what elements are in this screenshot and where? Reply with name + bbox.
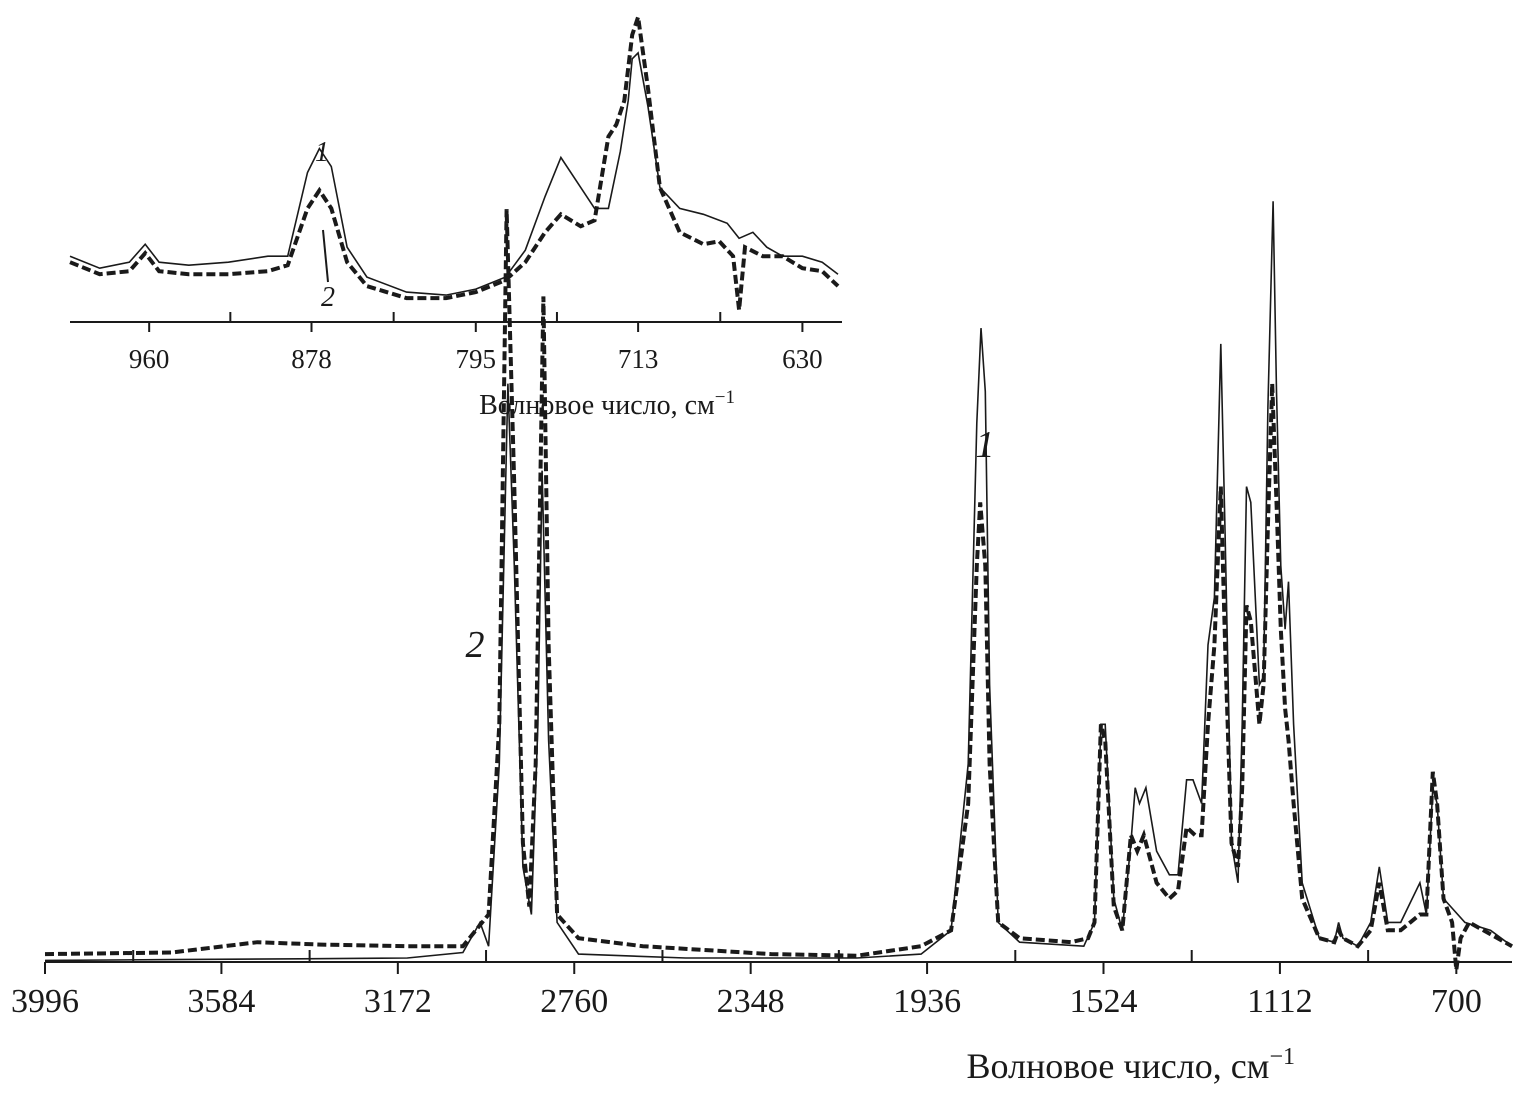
inset-x-tick-labels: 960 878 795 713 630 bbox=[129, 344, 823, 374]
main-series-2-label: 2 bbox=[466, 624, 485, 666]
main-x-axis-title-text: Волновое число, см bbox=[966, 1046, 1269, 1086]
inset-x-tick-label: 630 bbox=[782, 344, 823, 374]
inset-x-axis bbox=[70, 312, 842, 332]
inset-x-axis-title-unit-exponent: −1 bbox=[715, 387, 735, 408]
inset-series-2-label: 2 bbox=[321, 282, 335, 313]
main-series-1-line bbox=[44, 201, 1513, 962]
main-x-tick-label: 1936 bbox=[893, 983, 961, 1020]
main-series-group bbox=[44, 201, 1513, 971]
main-x-axis bbox=[44, 950, 1512, 974]
main-x-axis-title-unit-exponent: −1 bbox=[1269, 1044, 1295, 1070]
inset-series-2-leader-line bbox=[322, 229, 329, 283]
inset-chart: 960 878 795 713 630 Волновое число, см−1 1 2 bbox=[69, 16, 842, 421]
main-x-axis-title: Волновое число, см−1 bbox=[966, 1044, 1295, 1086]
main-series-2-line bbox=[44, 209, 1513, 971]
main-x-tick-label: 3996 bbox=[11, 983, 79, 1020]
main-x-tick-label: 700 bbox=[1431, 983, 1482, 1020]
inset-series-2-line bbox=[69, 16, 840, 311]
inset-x-tick-label: 713 bbox=[618, 344, 659, 374]
main-x-tick-labels: 3996 3584 3172 2760 2348 1936 1524 1112 700 bbox=[11, 983, 1482, 1020]
main-x-tick-label: 3584 bbox=[187, 983, 255, 1020]
inset-x-tick-label: 960 bbox=[129, 344, 170, 374]
main-x-tick-label: 1524 bbox=[1070, 983, 1138, 1020]
inset-x-tick-label: 878 bbox=[291, 344, 332, 374]
main-chart: 3996 3584 3172 2760 2348 1936 1524 1112 700 Волн… bbox=[11, 201, 1513, 1086]
inset-series-group bbox=[69, 16, 840, 311]
inset-series-1-line bbox=[69, 51, 839, 296]
inset-x-tick-label: 795 bbox=[456, 344, 497, 374]
main-series-1-label: 1 bbox=[976, 424, 995, 466]
main-x-tick-label: 3172 bbox=[364, 983, 432, 1020]
inset-x-axis-title-text: Волновое число, см bbox=[479, 390, 715, 421]
inset-series-1-label: 1 bbox=[315, 137, 329, 168]
main-x-tick-label: 1112 bbox=[1247, 983, 1312, 1020]
main-x-tick-label: 2760 bbox=[540, 983, 608, 1020]
main-x-tick-label: 2348 bbox=[717, 983, 785, 1020]
inset-x-axis-title: Волновое число, см−1 bbox=[479, 387, 735, 421]
